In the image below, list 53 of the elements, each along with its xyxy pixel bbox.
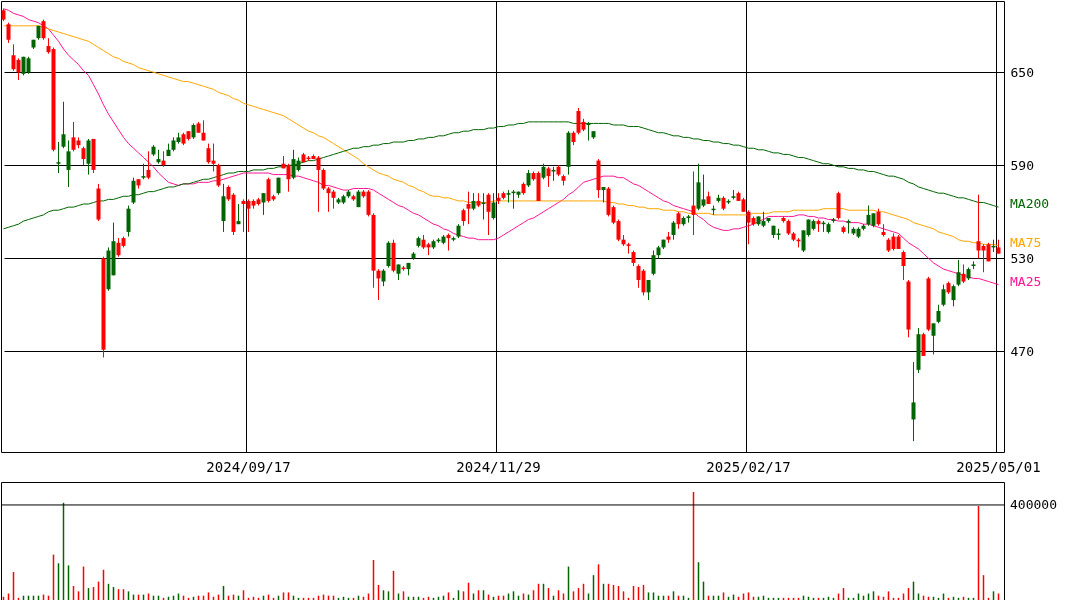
candlestick bbox=[481, 192, 486, 221]
candlestick bbox=[491, 192, 496, 221]
line-series bbox=[3, 8, 999, 286]
candlestick bbox=[86, 138, 91, 176]
candlestick bbox=[951, 284, 956, 307]
candlestick bbox=[931, 322, 936, 355]
candlestick bbox=[671, 220, 676, 241]
candlestick bbox=[261, 192, 266, 216]
y-tick-label: 650 bbox=[1010, 64, 1034, 80]
text: 400000 bbox=[1010, 496, 1057, 512]
candlestick bbox=[16, 57, 21, 81]
candlestick bbox=[466, 191, 471, 225]
candlestick bbox=[6, 22, 11, 44]
candlestick bbox=[386, 240, 391, 269]
candlestick bbox=[146, 150, 151, 180]
candlestick bbox=[936, 304, 941, 324]
series-label: MA25 bbox=[1010, 273, 1042, 289]
y-tick-label: 470 bbox=[1010, 343, 1034, 359]
candlestick bbox=[316, 155, 321, 213]
series-label: MA75 bbox=[1010, 234, 1042, 250]
candlestick bbox=[901, 250, 906, 281]
candlestick bbox=[56, 141, 61, 174]
candlestick bbox=[651, 250, 656, 276]
candlestick bbox=[921, 332, 926, 357]
candlestick bbox=[66, 139, 71, 188]
candlestick bbox=[216, 163, 221, 188]
x-tick-label: 2024/09/17 bbox=[206, 458, 291, 475]
candlestick bbox=[131, 177, 136, 205]
candlestick bbox=[546, 166, 551, 188]
candlestick bbox=[486, 192, 491, 236]
y-tick-label: 530 bbox=[1010, 250, 1034, 266]
candlestick bbox=[961, 263, 966, 284]
x-tick-label: 2025/02/17 bbox=[706, 458, 791, 475]
candlestick bbox=[641, 268, 646, 296]
candlestick bbox=[81, 146, 86, 166]
y-tick-label: 590 bbox=[1010, 157, 1034, 173]
candlestick bbox=[61, 101, 66, 149]
series-label: MA200 bbox=[1010, 196, 1050, 212]
candlestick bbox=[701, 174, 706, 208]
candlestick bbox=[376, 268, 381, 301]
candlestick bbox=[941, 284, 946, 307]
candlestick bbox=[331, 189, 336, 210]
candlestick bbox=[211, 143, 216, 172]
candlestick bbox=[321, 167, 326, 191]
x-tick-label: 2024/11/29 bbox=[456, 458, 541, 475]
x-tick-label: 2025/05/01 bbox=[956, 458, 1041, 475]
candlestick bbox=[691, 170, 696, 236]
candlestick bbox=[41, 19, 46, 41]
candlestick bbox=[366, 189, 371, 217]
candlestick bbox=[126, 205, 131, 238]
candlestick bbox=[286, 163, 291, 193]
candlestick bbox=[956, 259, 961, 287]
candlestick bbox=[911, 361, 916, 442]
